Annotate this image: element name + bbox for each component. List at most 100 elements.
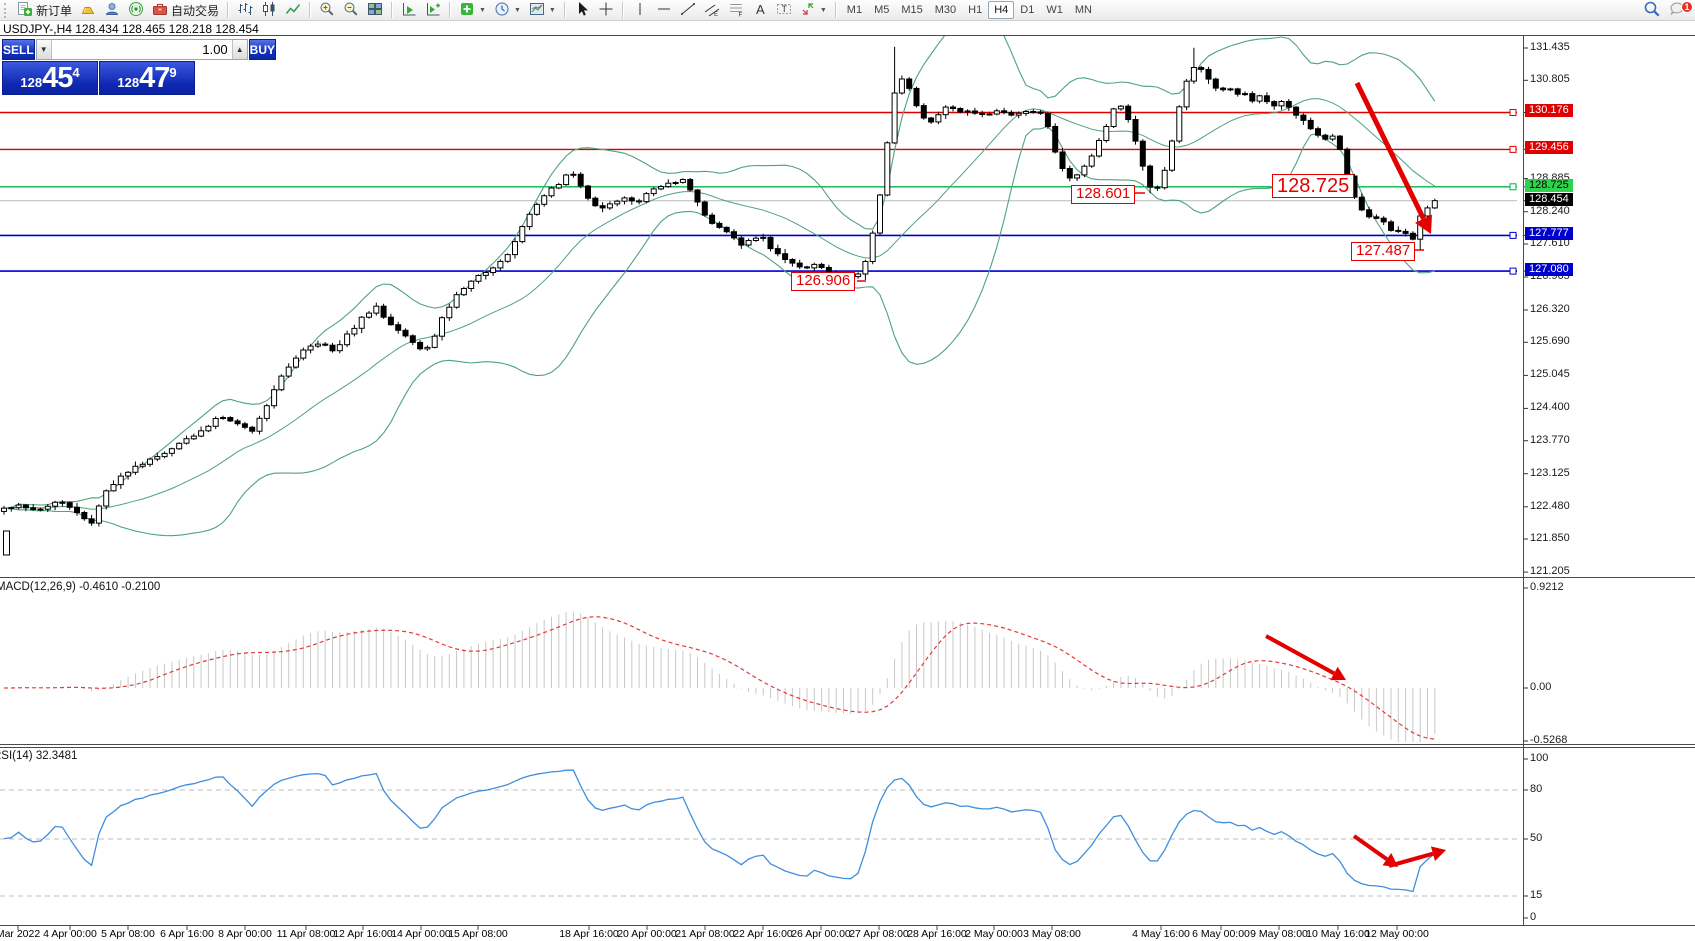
volume-input[interactable] bbox=[51, 40, 232, 59]
sell-price-head: 128 bbox=[20, 75, 43, 90]
cursor-icon bbox=[574, 1, 590, 20]
trendline-button[interactable] bbox=[676, 1, 700, 20]
toolbar-grip[interactable] bbox=[4, 2, 9, 18]
cursor-button[interactable] bbox=[570, 1, 594, 20]
tile-windows-button[interactable] bbox=[363, 1, 387, 20]
price-annotation[interactable]: 128.725 bbox=[1272, 174, 1355, 199]
search-button[interactable] bbox=[1639, 1, 1665, 20]
svg-text:F: F bbox=[738, 12, 742, 17]
tile-windows-icon bbox=[367, 1, 383, 20]
notifications-button[interactable]: 1 bbox=[1665, 0, 1693, 20]
deposit-icon bbox=[80, 1, 96, 20]
signals-icon bbox=[128, 1, 144, 20]
vertical-line-icon bbox=[632, 1, 648, 20]
price-annotation[interactable]: 126.906 bbox=[791, 272, 856, 291]
sell-price-sup: 4 bbox=[72, 65, 80, 80]
arrows-icon bbox=[800, 1, 816, 20]
text-label-icon: T bbox=[776, 1, 792, 20]
svg-text:T: T bbox=[781, 4, 787, 14]
chart-shift-button[interactable] bbox=[421, 1, 445, 20]
text-label-button[interactable]: T bbox=[772, 1, 796, 20]
buy-price-head: 128 bbox=[117, 75, 140, 90]
bar-chart-button[interactable] bbox=[233, 1, 257, 20]
timeframe-m5-button[interactable]: M5 bbox=[874, 4, 890, 16]
main-chart-plot[interactable] bbox=[0, 14, 1517, 556]
auto-scroll-icon bbox=[401, 1, 417, 20]
zoom-out-icon bbox=[343, 1, 359, 20]
line-chart-button[interactable] bbox=[281, 1, 305, 20]
toolbar-separator bbox=[563, 2, 566, 18]
crosshair-button[interactable] bbox=[594, 1, 618, 20]
new-order-icon bbox=[17, 1, 33, 20]
crosshair-icon bbox=[598, 1, 614, 20]
bar-chart-icon bbox=[237, 1, 253, 20]
candlestick-chart-button[interactable] bbox=[257, 1, 281, 20]
new-order-button[interactable]: 新订单 bbox=[13, 1, 76, 20]
channel-button[interactable]: E bbox=[700, 1, 724, 20]
buy-price-sup: 9 bbox=[169, 65, 177, 80]
periods-icon bbox=[494, 1, 510, 20]
price-annotation[interactable]: 128.601 bbox=[1071, 185, 1136, 204]
line-chart-icon bbox=[285, 1, 301, 20]
timeframe-m30-button[interactable]: M30 bbox=[934, 4, 957, 16]
horizontal-line-button[interactable] bbox=[652, 1, 676, 20]
templates-button[interactable]: ▼ bbox=[525, 1, 560, 20]
rsi-indicator-label: RSI(14) 32.3481 bbox=[0, 750, 78, 762]
chevron-down-icon: ▼ bbox=[548, 6, 556, 14]
indicators-button[interactable]: ▼ bbox=[455, 1, 490, 20]
sell-button[interactable]: SELL bbox=[2, 39, 35, 60]
notification-badge: 1 bbox=[1681, 0, 1693, 13]
new-order-label: 新订单 bbox=[36, 3, 73, 18]
timeframe-m15-button[interactable]: M15 bbox=[901, 4, 923, 16]
text-icon: A bbox=[752, 1, 768, 20]
chevron-down-icon: ▼ bbox=[479, 6, 486, 14]
zoom-in-icon bbox=[319, 1, 335, 20]
volume-decrease-button[interactable]: ▼ bbox=[36, 40, 52, 59]
toolbar-separator bbox=[834, 2, 837, 18]
timeframe-mn-button[interactable]: MN bbox=[1074, 4, 1092, 16]
macd-panel-bottom-border[interactable] bbox=[0, 744, 1695, 745]
rsi-panel-plot[interactable] bbox=[0, 769, 1517, 897]
price-axis-border bbox=[1523, 35, 1524, 925]
timeframe-m1-button[interactable]: M1 bbox=[846, 4, 863, 16]
buy-price-big: 47 bbox=[139, 62, 170, 94]
timeframe-h1-button[interactable]: H1 bbox=[968, 4, 983, 16]
arrows-button[interactable]: ▼ bbox=[796, 1, 831, 20]
volume-stepper: ▼ ▲ bbox=[35, 39, 248, 60]
chart-title-ohlc: USDJPY-,H4 128.434 128.465 128.218 128.4… bbox=[3, 22, 259, 36]
templates-icon bbox=[529, 1, 545, 20]
toolbar-separator bbox=[309, 2, 312, 18]
buy-button[interactable]: BUY bbox=[248, 39, 277, 60]
horizontal-line-icon bbox=[656, 1, 672, 20]
periods-button[interactable]: ▼ bbox=[490, 1, 525, 20]
signals-button[interactable] bbox=[124, 1, 148, 20]
price-annotation[interactable]: 127.487 bbox=[1351, 242, 1416, 261]
community-icon bbox=[104, 1, 120, 20]
indicators-icon bbox=[459, 1, 475, 20]
zoom-out-button[interactable] bbox=[339, 1, 363, 20]
sell-price-big: 45 bbox=[42, 62, 73, 94]
volume-increase-button[interactable]: ▲ bbox=[231, 40, 247, 59]
vertical-line-button[interactable] bbox=[628, 1, 652, 20]
auto-trading-button[interactable]: 自动交易 bbox=[148, 1, 223, 20]
auto-scroll-button[interactable] bbox=[397, 1, 421, 20]
timeframe-w1-button[interactable]: W1 bbox=[1046, 4, 1063, 16]
buy-price-display[interactable]: 128 47 9 bbox=[99, 61, 195, 95]
deposit-button[interactable] bbox=[76, 1, 100, 20]
toolbar-separator bbox=[621, 2, 624, 18]
sell-price-display[interactable]: 128 45 4 bbox=[2, 61, 98, 95]
macd-panel-plot[interactable] bbox=[4, 611, 1436, 742]
toolbar-separator bbox=[449, 2, 452, 18]
rsi-panel-top-border[interactable] bbox=[0, 747, 1695, 748]
zoom-in-button[interactable] bbox=[315, 1, 339, 20]
svg-text:E: E bbox=[714, 12, 718, 17]
text-button[interactable]: A bbox=[748, 1, 772, 20]
timeframe-h4-button[interactable]: H4 bbox=[988, 1, 1015, 19]
fibonacci-button[interactable]: F bbox=[724, 1, 748, 20]
up-arrow-icon: ▲ bbox=[235, 45, 244, 54]
toolbar-separator bbox=[391, 2, 394, 18]
timeframe-d1-button[interactable]: D1 bbox=[1020, 4, 1035, 16]
community-button[interactable] bbox=[100, 1, 124, 20]
